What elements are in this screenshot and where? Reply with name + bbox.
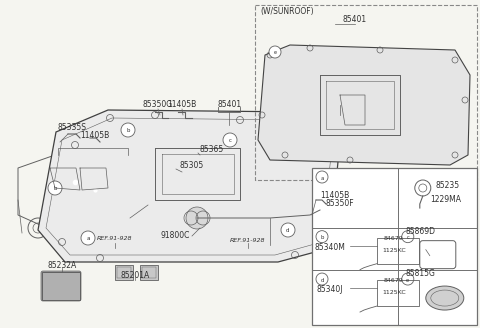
Text: 85365: 85365 [200,145,224,154]
Circle shape [402,273,414,285]
Bar [140,265,158,280]
Text: 84679: 84679 [384,236,404,241]
Text: a: a [320,175,324,180]
Circle shape [316,231,328,243]
Text: 84679: 84679 [384,278,404,283]
Text: 11405B: 11405B [80,131,109,140]
Text: 85401: 85401 [218,100,242,109]
Circle shape [316,273,328,285]
Text: 85350G: 85350G [143,100,173,109]
Text: 1125KC: 1125KC [382,248,406,253]
Text: 85401: 85401 [343,15,367,24]
Text: (W/SUNROOF): (W/SUNROOF) [260,7,313,16]
Bar [117,267,131,278]
Text: d: d [286,229,290,234]
Text: REF.91-928: REF.91-928 [230,238,266,243]
Text: 85815G: 85815G [406,269,436,278]
Text: 11405B: 11405B [320,191,349,200]
Circle shape [281,223,295,237]
Circle shape [402,231,414,243]
Text: 91800C: 91800C [160,231,190,240]
Text: b: b [320,235,324,240]
Text: 85305: 85305 [180,161,204,170]
Text: 1229MA: 1229MA [430,195,461,204]
Text: e: e [274,51,276,55]
Text: 85232A: 85232A [48,261,77,270]
Text: 85201A: 85201A [120,271,150,280]
Bar [115,265,133,280]
Bar [152,178,217,212]
Bar [142,267,156,278]
Bar [255,5,477,180]
Polygon shape [52,158,132,208]
Bar [148,155,210,187]
Polygon shape [258,45,470,165]
Text: d: d [320,277,324,282]
Polygon shape [38,110,340,262]
FancyBboxPatch shape [41,271,81,301]
Text: c: c [228,138,231,144]
Circle shape [48,181,62,195]
Bar [312,168,477,325]
Circle shape [121,123,135,137]
Circle shape [186,207,208,229]
Text: 85340J: 85340J [317,285,343,294]
Circle shape [269,46,281,58]
Ellipse shape [426,286,464,310]
Circle shape [81,231,95,245]
Text: 85335S: 85335S [58,123,86,132]
Text: 85869D: 85869D [406,227,436,236]
Text: 85235: 85235 [436,181,460,190]
Text: a: a [86,236,90,241]
Text: 1125KC: 1125KC [382,290,406,295]
Text: b: b [126,129,130,133]
Bar [377,280,419,306]
Text: b: b [53,187,57,192]
Bar [42,272,80,300]
Text: c: c [407,235,409,240]
Text: 85350F: 85350F [325,199,354,208]
Circle shape [223,133,237,147]
Text: 85340M: 85340M [314,243,346,252]
Circle shape [316,171,328,183]
Text: REF.91-928: REF.91-928 [97,236,133,241]
Bar [377,238,419,264]
Text: e: e [406,277,409,282]
Text: 11405B: 11405B [168,100,197,109]
